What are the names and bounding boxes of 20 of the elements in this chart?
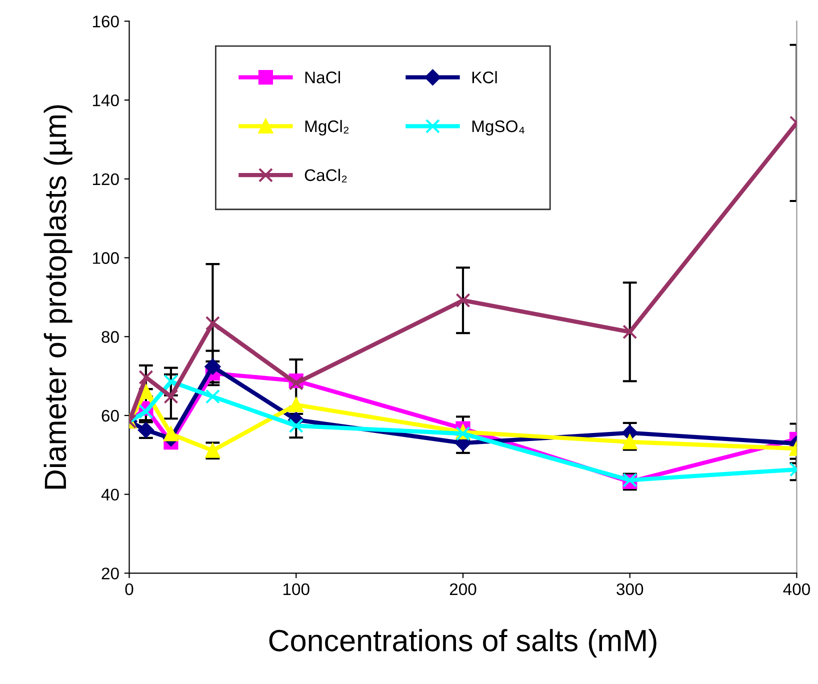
legend-label: NaCl: [305, 71, 340, 84]
y-tick-label: 140: [92, 94, 119, 106]
y-tick-label: 120: [92, 173, 119, 186]
y-tick-label: 100: [92, 252, 119, 264]
legend-label: MgSO₄: [472, 120, 524, 136]
legend-label: MgCl₂: [305, 120, 349, 136]
y-tick-label: 60: [102, 410, 119, 422]
y-tick-label: 80: [102, 331, 119, 343]
legend-label: KCl: [472, 71, 497, 84]
y-axis-title: Diameter of protoplasts (µm): [44, 105, 72, 489]
y-tick-label: 40: [101, 488, 119, 501]
x-tick-label: 300: [616, 583, 644, 596]
legend-label: CaCl₂: [304, 168, 347, 182]
y-tick-label: 160: [92, 16, 119, 28]
x-tick-label: 100: [283, 583, 310, 596]
x-tick-label: 400: [783, 583, 810, 596]
x-tick-label: 200: [450, 583, 476, 596]
y-tick-label: 20: [102, 568, 119, 580]
x-tick-label: 0: [125, 583, 134, 596]
x-axis-title: Concentrations of salts (mM): [269, 629, 656, 658]
